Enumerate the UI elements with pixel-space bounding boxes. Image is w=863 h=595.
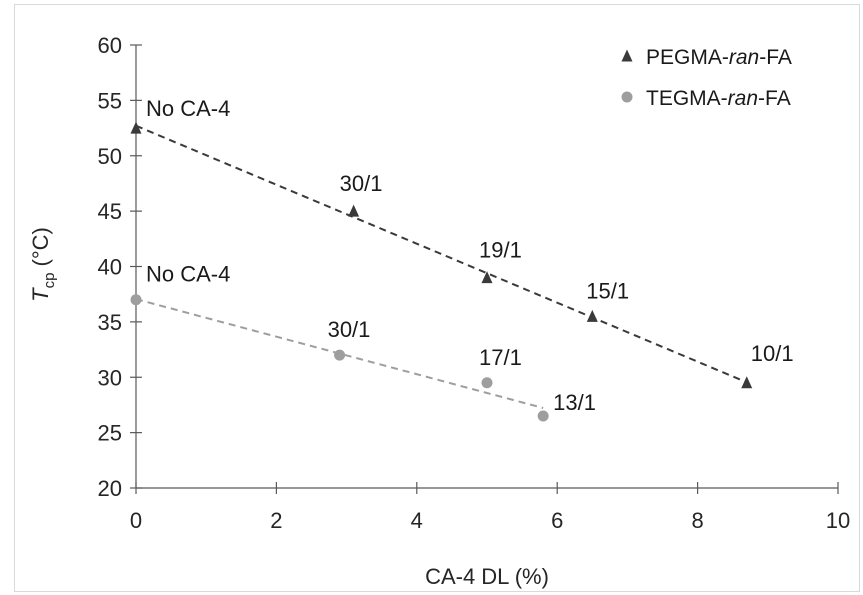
legend-label-part: -FA (758, 87, 791, 110)
y-tick-label: 35 (98, 310, 122, 335)
y-axis-title-sub: cp (41, 273, 58, 289)
x-tick-label: 6 (551, 508, 563, 533)
x-tick-label: 8 (691, 508, 703, 533)
trendline-series-0 (135, 124, 748, 384)
point-label-s1-1: 30/1 (328, 317, 371, 342)
y-tick-label: 25 (98, 421, 122, 446)
legend-label-part: -FA (759, 46, 792, 69)
x-tick-label: 0 (130, 508, 142, 533)
y-tick-label: 40 (98, 255, 122, 280)
data-point-s0-2 (481, 271, 493, 284)
legend-label-0: PEGMA-ran-FA (646, 46, 792, 69)
y-axis-title: Tcp (°C) (28, 227, 58, 302)
y-tick-label: 55 (98, 88, 122, 113)
point-label-s1-3: 13/1 (553, 390, 596, 415)
y-tick-label: 30 (98, 365, 122, 390)
point-label-s1-2: 17/1 (479, 345, 522, 370)
legend-marker-0 (621, 49, 633, 62)
data-point-s1-1 (334, 349, 346, 361)
point-label-s0-0: No CA-4 (146, 96, 230, 121)
legend-label-part: ran (728, 87, 758, 110)
legend-marker-1 (621, 91, 633, 103)
legend-label-part: TEGMA- (646, 87, 728, 110)
chart-frame (14, 4, 860, 592)
y-axis-title-main: T (28, 287, 53, 302)
y-tick-label: 20 (98, 476, 122, 501)
axes: 20 25 30 35 40 45 50 55 60 0 2 4 6 8 10 (98, 33, 851, 533)
point-label-s1-0: No CA-4 (146, 262, 230, 287)
point-label-s0-4: 10/1 (751, 341, 794, 366)
y-tick-label: 50 (98, 144, 122, 169)
legend-label-1: TEGMA-ran-FA (646, 87, 791, 110)
y-tick-label: 45 (98, 199, 122, 224)
data-point-s0-3 (586, 309, 598, 322)
y-tick-label: 60 (98, 33, 122, 58)
x-axis-title: CA-4 DL (%) (425, 564, 549, 589)
point-label-s0-2: 19/1 (479, 238, 522, 263)
legend-label-part: ran (729, 46, 759, 69)
point-labels: No CA-4 30/1 19/1 15/1 10/1 No CA-4 30/1 17/1 13… (146, 96, 794, 415)
point-label-s0-3: 15/1 (586, 278, 629, 303)
data-point-s1-0 (130, 294, 142, 306)
point-label-s0-1: 30/1 (340, 171, 383, 196)
data-points (130, 121, 753, 422)
x-tick-label: 10 (826, 508, 850, 533)
data-point-s0-4 (741, 376, 753, 389)
data-point-s0-1 (348, 204, 360, 217)
data-point-s1-2 (481, 377, 493, 389)
data-point-s1-3 (537, 410, 549, 422)
x-tick-label: 2 (270, 508, 282, 533)
x-tick-label: 4 (411, 508, 423, 533)
y-axis-title-unit: (°C) (28, 227, 53, 272)
data-point-s0-0 (130, 121, 142, 134)
legend-label-part: PEGMA- (646, 46, 729, 69)
